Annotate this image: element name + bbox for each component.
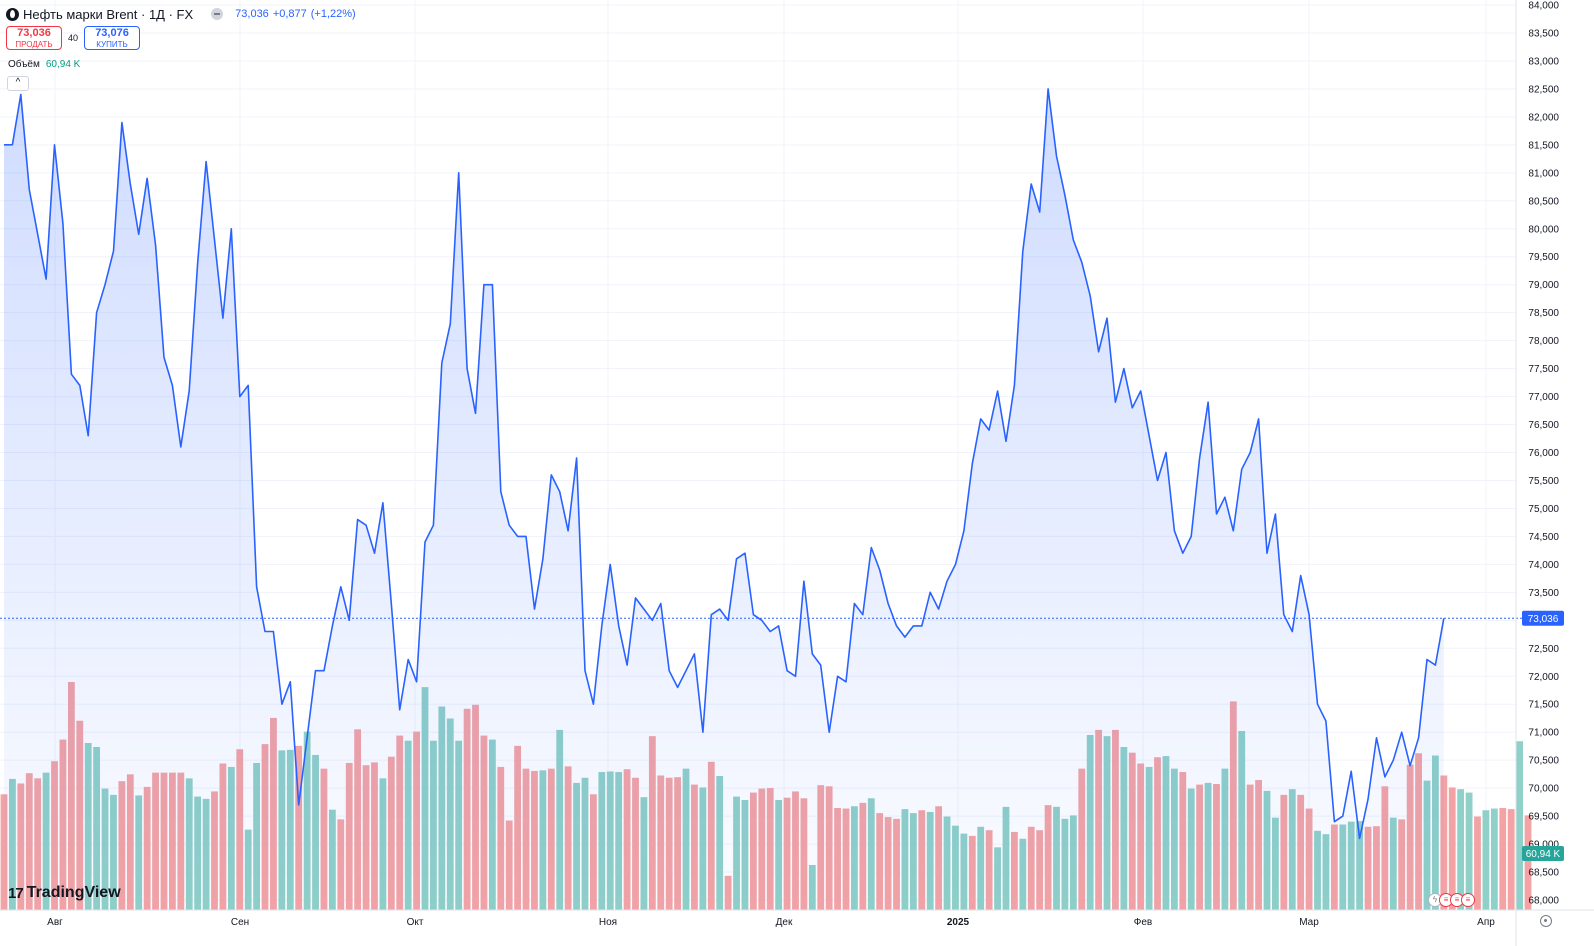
price-tick-label: 71,000 <box>1528 728 1559 739</box>
price-tick-label: 74,500 <box>1528 532 1559 543</box>
price-tick-label: 77,500 <box>1528 364 1559 375</box>
price-tick-label: 68,500 <box>1528 868 1559 879</box>
oil-drop-icon <box>6 7 19 21</box>
sell-label: ПРОДАТЬ <box>15 40 53 49</box>
last-price: 73,036 <box>235 8 269 20</box>
volume-bar <box>1457 789 1465 910</box>
market-status-icon[interactable] <box>211 8 224 20</box>
volume-label: 60,94 K <box>1526 849 1561 860</box>
price-tick-label: 83,000 <box>1528 56 1559 67</box>
volume-bar <box>1448 787 1456 910</box>
price-tick-label: 73,500 <box>1528 588 1559 599</box>
price-tick-label: 80,000 <box>1528 224 1559 235</box>
price-tick-label: 80,500 <box>1528 196 1559 207</box>
price-change: +0,877 <box>272 8 307 20</box>
tradingview-logo-text: TradingView <box>26 884 121 901</box>
time-tick-label: Сен <box>231 917 249 928</box>
price-tick-label: 70,500 <box>1528 756 1559 767</box>
time-tick-label: Ноя <box>599 917 617 928</box>
volume-bar <box>1507 809 1515 910</box>
chevron-up-icon: ^ <box>15 77 21 88</box>
price-axis[interactable]: 68,000 68,500 69,000 69,500 70,000 70,500 71,0… <box>1528 1 1559 907</box>
volume-legend-value: 60,94 K <box>45 59 81 70</box>
events-icons[interactable]: ϟ ≡ ≡ ≡ <box>1428 893 1475 907</box>
price-tick-label: 69,500 <box>1528 812 1559 823</box>
price-tick-label: 78,500 <box>1528 308 1559 319</box>
price-tick-label: 75,500 <box>1528 476 1559 487</box>
flag-icon[interactable]: ≡ <box>1461 893 1475 907</box>
time-tick-label: Фев <box>1134 917 1152 928</box>
price-tick-label: 76,500 <box>1528 420 1559 431</box>
price-tick-label: 77,000 <box>1528 392 1559 403</box>
price-tick-label: 81,500 <box>1528 140 1559 151</box>
chart-header: Нефть марки Brent · 1Д · FX 73,036 +0,87… <box>6 4 356 24</box>
sell-price: 73,036 <box>17 27 51 39</box>
buy-button[interactable]: 73,076 КУПИТЬ <box>84 26 141 50</box>
time-tick-label: 2025 <box>947 917 970 928</box>
volume-bar <box>1490 808 1498 910</box>
price-tick-label: 82,500 <box>1528 84 1559 95</box>
time-tick-label: Мар <box>1299 917 1319 928</box>
time-axis[interactable]: Авг Сен Окт Ноя Дек 2025 Фев Мар Апр <box>47 917 1495 928</box>
volume-bar <box>1440 775 1448 910</box>
last-price-badge: 73,036 <box>1522 610 1564 626</box>
symbol-title[interactable]: Нефть марки Brent · 1Д · FX <box>23 6 194 22</box>
volume-bar <box>1482 810 1490 910</box>
volume-bar <box>1516 741 1523 910</box>
volume-badge: 60,94 K <box>1522 846 1564 861</box>
sell-button[interactable]: 73,036 ПРОДАТЬ <box>6 26 62 50</box>
settings-icon[interactable] <box>1540 915 1552 927</box>
time-tick-label: Дек <box>776 917 793 928</box>
price-tick-label: 82,000 <box>1528 112 1559 123</box>
spread: 40 <box>68 33 79 43</box>
volume-bar <box>1499 807 1507 910</box>
price-tick-label: 70,000 <box>1528 784 1559 795</box>
price-tick-label: 68,000 <box>1528 896 1559 907</box>
last-price-label: 73,036 <box>1528 614 1559 625</box>
price-tick-label: 83,500 <box>1528 28 1559 39</box>
volume-legend-label: Объём <box>8 59 40 70</box>
price-tick-label: 81,000 <box>1528 168 1559 179</box>
price-tick-label: 76,000 <box>1528 448 1559 459</box>
price-tick-label: 78,000 <box>1528 336 1559 347</box>
price-tick-label: 84,000 <box>1528 1 1559 12</box>
buy-label: КУПИТЬ <box>96 40 128 49</box>
price-area <box>4 88 1444 910</box>
price-line <box>4 88 1445 840</box>
trade-buttons: 73,036 ПРОДАТЬ 40 73,076 КУПИТЬ <box>6 26 141 50</box>
collapse-legend-button[interactable]: ^ <box>7 76 29 91</box>
price-tick-label: 69,000 <box>1528 840 1559 851</box>
volume-bar <box>1474 816 1481 910</box>
price-tick-label: 72,500 <box>1528 644 1559 655</box>
volume-bar <box>1524 815 1532 910</box>
time-tick-label: Окт <box>407 917 424 928</box>
tradingview-logo-icon: 17 <box>8 884 24 902</box>
price-change-percent: (+1,22%) <box>310 8 356 20</box>
tradingview-logo[interactable]: 17 TradingView <box>8 884 121 902</box>
time-tick-label: Апр <box>1477 917 1495 928</box>
price-tick-label: 71,500 <box>1528 700 1559 711</box>
price-tick-label: 74,000 <box>1528 560 1559 571</box>
buy-price: 73,076 <box>95 27 129 39</box>
price-tick-label: 75,000 <box>1528 504 1559 515</box>
price-tick-label: 79,000 <box>1528 280 1559 291</box>
volume-legend[interactable]: Объём 60,94 K <box>8 59 80 70</box>
price-tick-label: 72,000 <box>1528 672 1559 683</box>
time-tick-label: Авг <box>47 917 63 928</box>
volume-bar <box>1465 792 1473 910</box>
price-tick-label: 79,500 <box>1528 252 1559 263</box>
